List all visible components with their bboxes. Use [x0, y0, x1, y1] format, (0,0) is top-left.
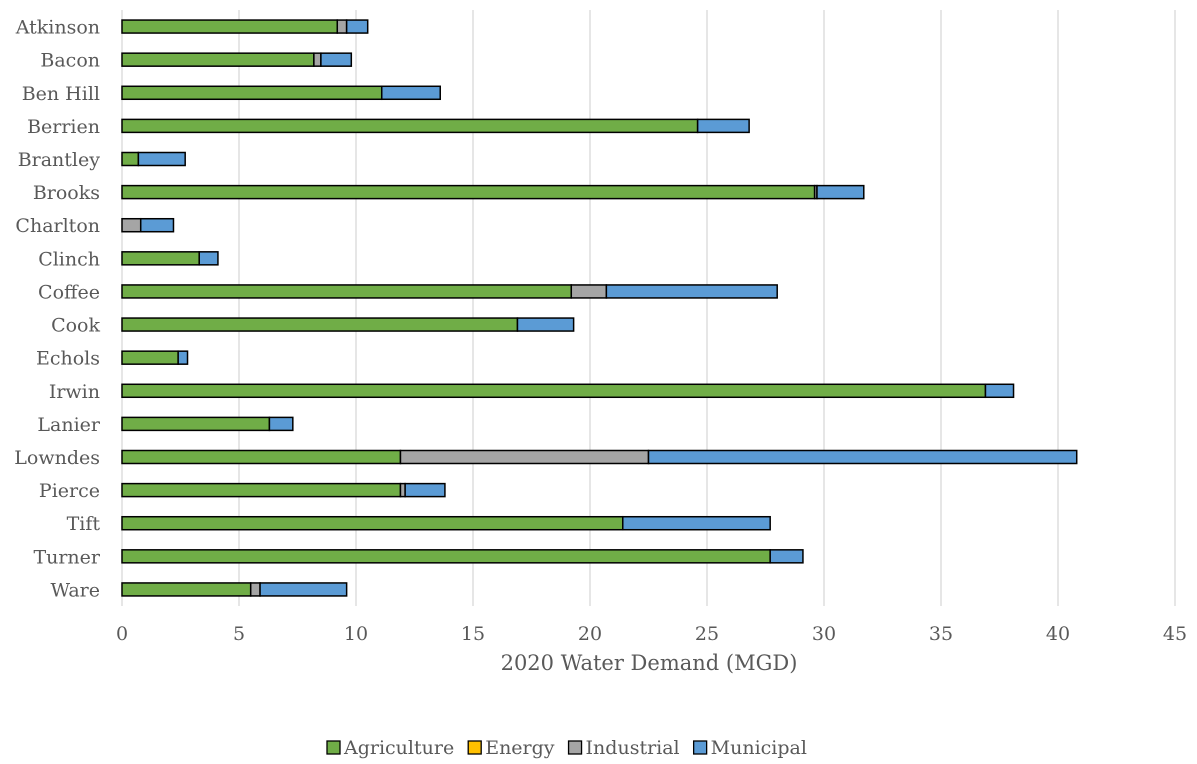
bar-industrial-charlton: [121, 217, 142, 233]
x-tick-label: 25: [695, 623, 719, 645]
category-label: Lanier: [37, 414, 101, 436]
bar-industrial-coffee: [570, 284, 608, 299]
bar-industrial-atkinson: [336, 19, 348, 34]
x-tick-label: 15: [461, 623, 485, 645]
bar-municipal-brantley: [137, 151, 186, 167]
bar-agriculture-echols: [121, 350, 179, 365]
bar-municipal-brooks: [816, 184, 865, 200]
x-tick-label: 45: [1163, 623, 1187, 645]
category-label: Atkinson: [15, 17, 100, 39]
bar-municipal-irwin: [984, 383, 1015, 399]
legend-label-municipal: Municipal: [711, 737, 807, 759]
bar-municipal-clinch: [198, 251, 219, 266]
legend-swatch-energy: [467, 740, 482, 755]
category-label: Lowndes: [14, 447, 100, 469]
bar-industrial-lowndes: [399, 449, 650, 465]
bar-agriculture-bacon: [121, 52, 315, 67]
bar-municipal-ware: [259, 582, 348, 597]
bar-municipal-lanier: [268, 416, 294, 432]
category-label: Charlton: [15, 215, 100, 237]
bar-agriculture-brooks: [121, 184, 816, 200]
x-tick-label: 10: [344, 623, 368, 645]
bar-agriculture-ware: [121, 582, 252, 597]
bar-agriculture-clinch: [121, 251, 200, 266]
bar-industrial-bacon: [313, 52, 322, 67]
category-label: Irwin: [49, 381, 100, 403]
category-label: Berrien: [27, 116, 100, 138]
bar-agriculture-lanier: [121, 416, 271, 432]
category-label: Brooks: [33, 182, 100, 204]
category-label: Bacon: [40, 50, 100, 72]
legend-label-industrial: Industrial: [586, 737, 680, 759]
bar-municipal-echols: [177, 350, 189, 365]
x-tick-labels: 0 5 10 15 20 25 30 35 40 45: [116, 623, 1187, 645]
bars: [121, 19, 1078, 597]
x-tick-label: 40: [1046, 623, 1070, 645]
bar-agriculture-cook: [121, 317, 519, 332]
category-label: Ben Hill: [22, 83, 100, 105]
category-labels: Atkinson Bacon Ben Hill Berrien Brantley Broo…: [14, 17, 101, 602]
bar-agriculture-ben-hill: [121, 85, 383, 101]
bar-industrial-ware: [249, 582, 261, 597]
bar-agriculture-pierce: [121, 482, 402, 498]
category-label: Turner: [33, 546, 100, 568]
legend-label-energy: Energy: [485, 737, 555, 759]
bar-municipal-coffee: [605, 284, 778, 299]
category-label: Ware: [50, 579, 100, 601]
category-label: Echols: [36, 348, 100, 370]
bar-agriculture-atkinson: [121, 19, 339, 34]
x-axis-title: 2020 Water Demand (MGD): [501, 651, 798, 675]
category-label: Pierce: [39, 480, 100, 502]
x-tick-label: 20: [578, 623, 602, 645]
gridlines: [121, 10, 1176, 606]
bar-municipal-charlton: [139, 217, 175, 233]
bar-municipal-pierce: [404, 482, 446, 498]
bar-municipal-bacon: [320, 52, 353, 67]
bar-agriculture-turner: [121, 549, 771, 564]
category-label: Brantley: [18, 149, 101, 171]
legend-label-agriculture: Agriculture: [343, 737, 454, 759]
bar-agriculture-irwin: [121, 383, 987, 399]
legend: Agriculture Energy Industrial Municipal: [326, 737, 807, 759]
x-tick-label: 0: [116, 623, 128, 645]
bar-municipal-berrien: [696, 118, 750, 134]
category-label: Coffee: [38, 281, 100, 303]
bar-agriculture-brantley: [121, 151, 140, 167]
x-tick-label: 5: [233, 623, 245, 645]
legend-swatch-agriculture: [326, 740, 341, 755]
category-label: Clinch: [38, 248, 100, 270]
x-tick-label: 35: [929, 623, 953, 645]
legend-swatch-municipal: [692, 740, 708, 755]
bar-agriculture-berrien: [121, 118, 699, 134]
x-tick-label: 30: [812, 623, 836, 645]
bar-municipal-ben-hill: [380, 85, 441, 101]
bar-municipal-turner: [769, 549, 804, 564]
bar-municipal-atkinson: [345, 19, 369, 34]
bar-municipal-lowndes: [647, 449, 1078, 465]
legend-swatch-industrial: [567, 740, 583, 755]
bar-agriculture-tift: [121, 515, 624, 531]
bar-agriculture-coffee: [121, 284, 573, 299]
category-label: Cook: [51, 315, 100, 337]
bar-municipal-tift: [622, 515, 771, 531]
bar-agriculture-lowndes: [121, 449, 402, 465]
category-label: Tift: [67, 513, 101, 535]
bar-municipal-cook: [516, 317, 575, 332]
